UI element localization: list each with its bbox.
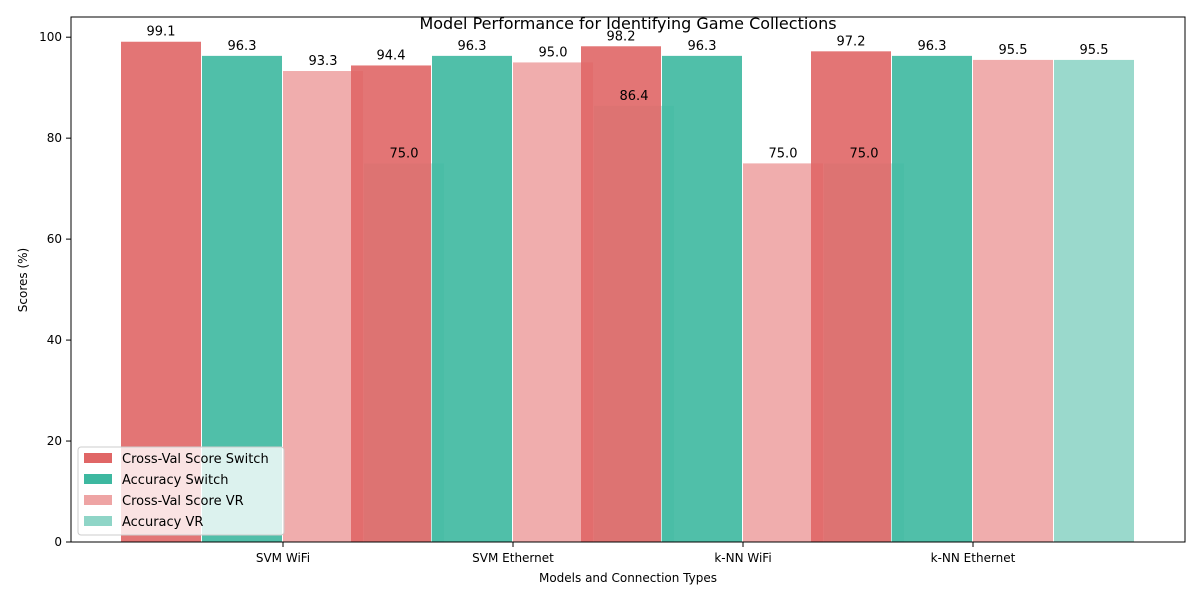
data-label-cross-val-score-vr-svm-wifi: 93.3 [309,54,338,69]
legend-swatch [84,474,112,484]
x-tick-label: k-NN Ethernet [931,551,1016,565]
y-tick-label: 100 [39,30,62,44]
bar-accuracy-switch-svm-ethernet [432,55,512,543]
data-label-cross-val-score-switch-k-nn-ethernet: 97.2 [837,34,866,49]
chart-title: Model Performance for Identifying Game C… [419,14,836,33]
y-tick-label: 80 [47,131,62,145]
data-label-cross-val-score-vr-k-nn-ethernet: 95.5 [999,43,1028,58]
bar-cross-val-score-vr-k-nn-wifi [743,163,823,542]
legend-entry-label: Accuracy VR [122,515,203,530]
legend-entry-label: Cross-Val Score Switch [122,452,269,467]
data-label-cross-val-score-vr-svm-ethernet: 95.0 [539,45,568,60]
data-label-accuracy-vr-k-nn-wifi: 75.0 [850,146,879,161]
legend-swatch [84,516,112,526]
bar-accuracy-switch-k-nn-wifi [662,55,742,543]
data-label-cross-val-score-switch-k-nn-wifi: 98.2 [607,29,636,44]
y-tick-label: 40 [47,333,62,347]
y-tick-label: 0 [54,535,62,549]
bars-layer [121,41,1134,543]
data-label-accuracy-vr-svm-ethernet: 86.4 [620,89,649,104]
y-tick-label: 20 [47,434,62,448]
data-label-accuracy-switch-k-nn-wifi: 96.3 [688,39,717,54]
data-label-accuracy-vr-k-nn-ethernet: 95.5 [1080,43,1109,58]
data-labels-layer: 99.1 75.0 96.3 93.3 94.4 86.4 96.3 95.0 98.2 75.0… [147,25,1109,162]
bar-cross-val-score-vr-svm-wifi [283,71,363,543]
bar-cross-val-score-switch-svm-ethernet [351,65,431,542]
x-axis-label: Models and Connection Types [539,571,717,585]
y-tick-label: 60 [47,232,62,246]
data-label-cross-val-score-switch-svm-ethernet: 94.4 [377,48,406,63]
bar-cross-val-score-switch-k-nn-ethernet [811,51,891,542]
x-tick-label: k-NN WiFi [714,551,771,565]
plot-frame [70,16,1186,543]
y-axis-label: Scores (%) [16,248,30,312]
bar-cross-val-score-vr-k-nn-ethernet [973,59,1053,542]
bar-cross-val-score-switch-k-nn-wifi [581,46,661,543]
data-label-cross-val-score-vr-k-nn-wifi: 75.0 [769,146,798,161]
data-label-accuracy-switch-svm-wifi: 96.3 [228,39,257,54]
legend-swatch [84,453,112,463]
legend-box [77,446,285,536]
legend-entry-label: Accuracy Switch [122,473,228,488]
legend-entry-label: Cross-Val Score VR [122,494,244,509]
bar-accuracy-switch-k-nn-ethernet [892,55,972,543]
bar-cross-val-score-vr-svm-ethernet [513,62,593,543]
data-label-accuracy-switch-k-nn-ethernet: 96.3 [918,39,947,54]
x-axis: SVM WiFi SVM Ethernet k-NN WiFi k-NN Ethern… [256,542,1016,565]
legend-swatch [84,495,112,505]
legend: Cross-Val Score Switch Accuracy Switch Cro… [77,446,285,536]
data-label-accuracy-switch-svm-ethernet: 96.3 [458,39,487,54]
data-label-cross-val-score-switch-svm-wifi: 99.1 [147,25,176,40]
x-tick-label: SVM Ethernet [472,551,554,565]
data-label-accuracy-vr-svm-wifi: 75.0 [390,146,419,161]
x-tick-label: SVM WiFi [256,551,310,565]
y-axis: 0 20 40 60 80 100 [39,30,71,549]
bar-accuracy-vr-k-nn-ethernet [1054,59,1134,542]
